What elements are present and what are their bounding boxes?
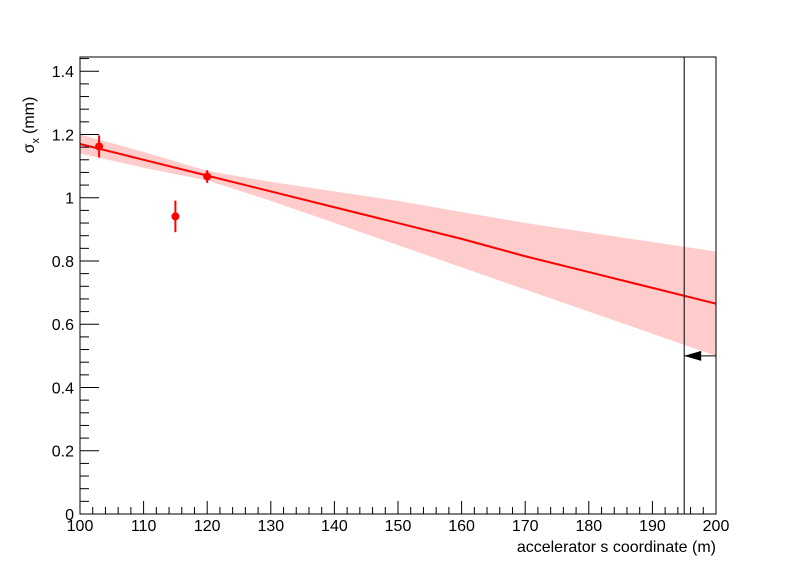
x-axis-label: accelerator s coordinate (m) [517,539,716,556]
y-tick-label: 0 [65,507,74,524]
data-point [95,142,104,151]
x-tick-label: 190 [639,518,666,535]
y-tick-label: 0.8 [52,254,74,271]
y-tick-label: 1.4 [52,64,74,81]
x-tick-label: 200 [703,518,730,535]
data-point [171,212,180,221]
x-tick-label: 180 [575,518,602,535]
y-tick-label: 0.6 [52,317,74,334]
y-tick-label: 1 [65,191,74,208]
y-tick-label: 0.2 [52,444,74,461]
x-tick-label: 140 [321,518,348,535]
x-tick-label: 120 [194,518,221,535]
y-label-subscript: x [30,137,42,143]
y-label-unit: (mm) [21,97,38,134]
data-point [203,172,212,181]
y-tick-label: 0.4 [52,380,74,397]
x-tick-label: 100 [67,518,94,535]
x-tick-label: 110 [131,518,157,535]
y-axis-label: σx (mm) [21,97,42,154]
x-tick-label: 130 [257,518,284,535]
y-label-symbol: σ [21,143,38,153]
x-tick-label: 150 [385,518,412,535]
arrow-head [684,350,702,361]
x-tick-label: 160 [448,518,475,535]
y-tick-label: 1.2 [52,127,74,144]
fit-line [79,143,717,305]
x-tick-label: 170 [512,518,539,535]
confidence-band [80,134,716,356]
